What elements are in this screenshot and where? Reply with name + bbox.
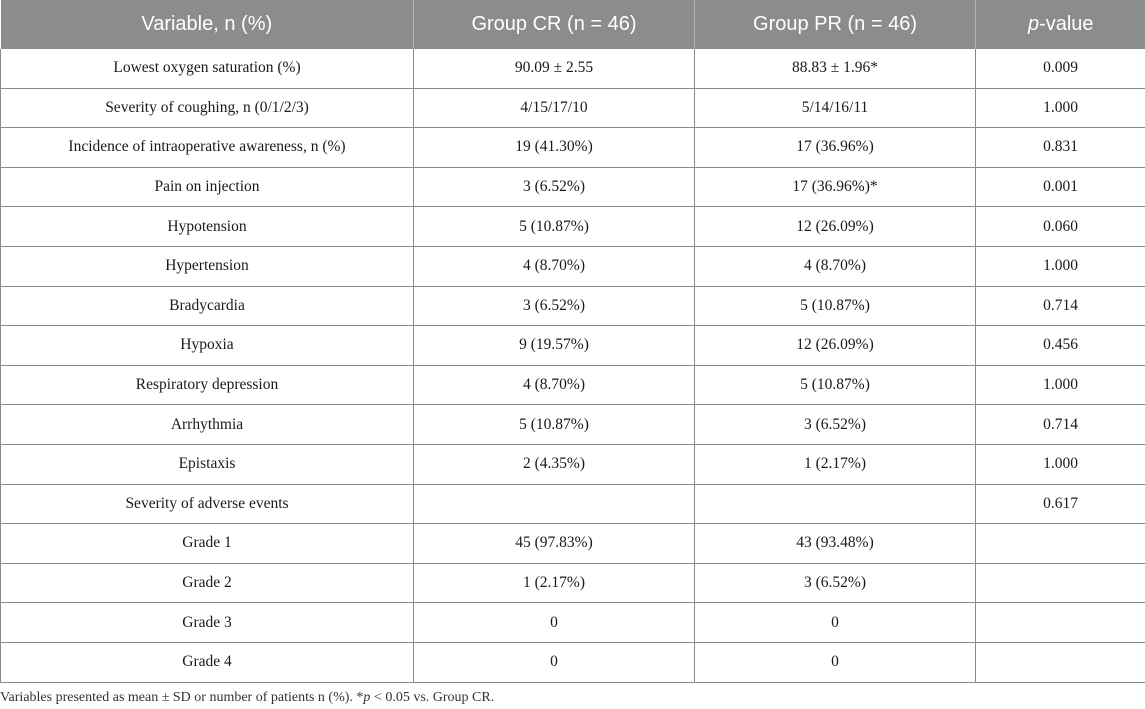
- cell-variable: Hypoxia: [0, 325, 414, 366]
- cell-group-pr: 1 (2.17%): [694, 444, 976, 485]
- table-body: Lowest oxygen saturation (%) 90.09 ± 2.55…: [0, 49, 1145, 683]
- cell-variable: Hypertension: [0, 246, 414, 287]
- cell-variable: Hypotension: [0, 206, 414, 247]
- header-p-suffix: -value: [1039, 13, 1094, 35]
- cell-p-value: 0.001: [975, 167, 1145, 208]
- footnote-part2: < 0.05 vs. Group CR.: [370, 690, 495, 705]
- cell-variable: Epistaxis: [0, 444, 414, 485]
- cell-group-pr: 17 (36.96%)*: [694, 167, 976, 208]
- cell-p-value: [975, 523, 1145, 564]
- cell-group-pr: 43 (93.48%): [694, 523, 976, 564]
- cell-variable: Grade 4: [0, 642, 414, 683]
- cell-group-cr: 5 (10.87%): [413, 404, 695, 445]
- cell-group-cr: 1 (2.17%): [413, 563, 695, 604]
- cell-group-pr: 12 (26.09%): [694, 206, 976, 247]
- cell-group-cr: 2 (4.35%): [413, 444, 695, 485]
- table-row: Grade 1 45 (97.83%) 43 (93.48%): [0, 523, 1145, 564]
- cell-variable: Bradycardia: [0, 286, 414, 327]
- cell-variable: Incidence of intraoperative awareness, n…: [0, 127, 414, 168]
- results-table: Variable, n (%) Group CR (n = 46) Group …: [0, 0, 1145, 683]
- cell-p-value: 1.000: [975, 88, 1145, 129]
- cell-group-cr: 5 (10.87%): [413, 206, 695, 247]
- cell-p-value: 0.831: [975, 127, 1145, 168]
- cell-variable: Grade 2: [0, 563, 414, 604]
- header-group-pr: Group PR (n = 46): [694, 0, 976, 49]
- cell-p-value: 1.000: [975, 365, 1145, 406]
- cell-p-value: 0.009: [975, 49, 1145, 89]
- table-row: Arrhythmia 5 (10.87%) 3 (6.52%) 0.714: [0, 404, 1145, 445]
- cell-variable: Severity of coughing, n (0/1/2/3): [0, 88, 414, 129]
- cell-group-pr: 17 (36.96%): [694, 127, 976, 168]
- cell-group-cr: 4 (8.70%): [413, 246, 695, 287]
- cell-group-cr: 90.09 ± 2.55: [413, 49, 695, 89]
- cell-group-cr: 4 (8.70%): [413, 365, 695, 406]
- table-row: Lowest oxygen saturation (%) 90.09 ± 2.55…: [0, 49, 1145, 89]
- cell-variable: Pain on injection: [0, 167, 414, 208]
- header-row: Variable, n (%) Group CR (n = 46) Group …: [0, 0, 1145, 49]
- cell-p-value: 0.714: [975, 404, 1145, 445]
- cell-p-value: [975, 563, 1145, 604]
- cell-variable: Grade 3: [0, 602, 414, 643]
- cell-variable: Arrhythmia: [0, 404, 414, 445]
- cell-p-value: 1.000: [975, 444, 1145, 485]
- cell-variable: Respiratory depression: [0, 365, 414, 406]
- cell-p-value: [975, 602, 1145, 643]
- cell-group-cr: 3 (6.52%): [413, 286, 695, 327]
- cell-p-value: 0.714: [975, 286, 1145, 327]
- cell-group-cr: 4/15/17/10: [413, 88, 695, 129]
- cell-p-value: 0.617: [975, 484, 1145, 525]
- cell-group-pr: 0: [694, 642, 976, 683]
- cell-p-value: 1.000: [975, 246, 1145, 287]
- cell-group-pr: [694, 484, 976, 525]
- table-row: Severity of adverse events 0.617: [0, 484, 1145, 525]
- cell-group-pr: 5/14/16/11: [694, 88, 976, 129]
- table-row: Hypoxia 9 (19.57%) 12 (26.09%) 0.456: [0, 325, 1145, 366]
- table-row: Epistaxis 2 (4.35%) 1 (2.17%) 1.000: [0, 444, 1145, 485]
- cell-group-cr: 3 (6.52%): [413, 167, 695, 208]
- header-variable: Variable, n (%): [0, 0, 414, 49]
- cell-variable: Severity of adverse events: [0, 484, 414, 525]
- cell-group-cr: 45 (97.83%): [413, 523, 695, 564]
- cell-group-pr: 4 (8.70%): [694, 246, 976, 287]
- table-footnote: Variables presented as mean ± SD or numb…: [0, 690, 494, 706]
- cell-group-pr: 5 (10.87%): [694, 365, 976, 406]
- table-row: Hypertension 4 (8.70%) 4 (8.70%) 1.000: [0, 246, 1145, 287]
- cell-group-pr: 3 (6.52%): [694, 404, 976, 445]
- cell-group-pr: 0: [694, 602, 976, 643]
- header-p-value: p-value: [975, 0, 1145, 49]
- table-row: Pain on injection 3 (6.52%) 17 (36.96%)* 0.…: [0, 167, 1145, 208]
- cell-variable: Grade 1: [0, 523, 414, 564]
- cell-p-value: 0.456: [975, 325, 1145, 366]
- table-row: Hypotension 5 (10.87%) 12 (26.09%) 0.060: [0, 206, 1145, 247]
- footnote-p-italic: p: [363, 690, 371, 705]
- cell-group-pr: 5 (10.87%): [694, 286, 976, 327]
- cell-p-value: [975, 642, 1145, 683]
- header-group-cr: Group CR (n = 46): [413, 0, 695, 49]
- cell-p-value: 0.060: [975, 206, 1145, 247]
- table-row: Bradycardia 3 (6.52%) 5 (10.87%) 0.714: [0, 286, 1145, 327]
- table-row: Severity of coughing, n (0/1/2/3) 4/15/17…: [0, 88, 1145, 129]
- cell-group-cr: [413, 484, 695, 525]
- cell-group-pr: 12 (26.09%): [694, 325, 976, 366]
- cell-variable: Lowest oxygen saturation (%): [0, 49, 414, 89]
- cell-group-pr: 3 (6.52%): [694, 563, 976, 604]
- footnote-part1: Variables presented as mean ± SD or numb…: [0, 690, 364, 705]
- header-p-italic: p: [1027, 13, 1040, 35]
- table-row: Respiratory depression 4 (8.70%) 5 (10.87%…: [0, 365, 1145, 406]
- cell-group-cr: 19 (41.30%): [413, 127, 695, 168]
- cell-group-cr: 9 (19.57%): [413, 325, 695, 366]
- cell-group-cr: 0: [413, 602, 695, 643]
- table-row: Incidence of intraoperative awareness, n…: [0, 127, 1145, 168]
- cell-group-pr: 88.83 ± 1.96*: [694, 49, 976, 89]
- cell-group-cr: 0: [413, 642, 695, 683]
